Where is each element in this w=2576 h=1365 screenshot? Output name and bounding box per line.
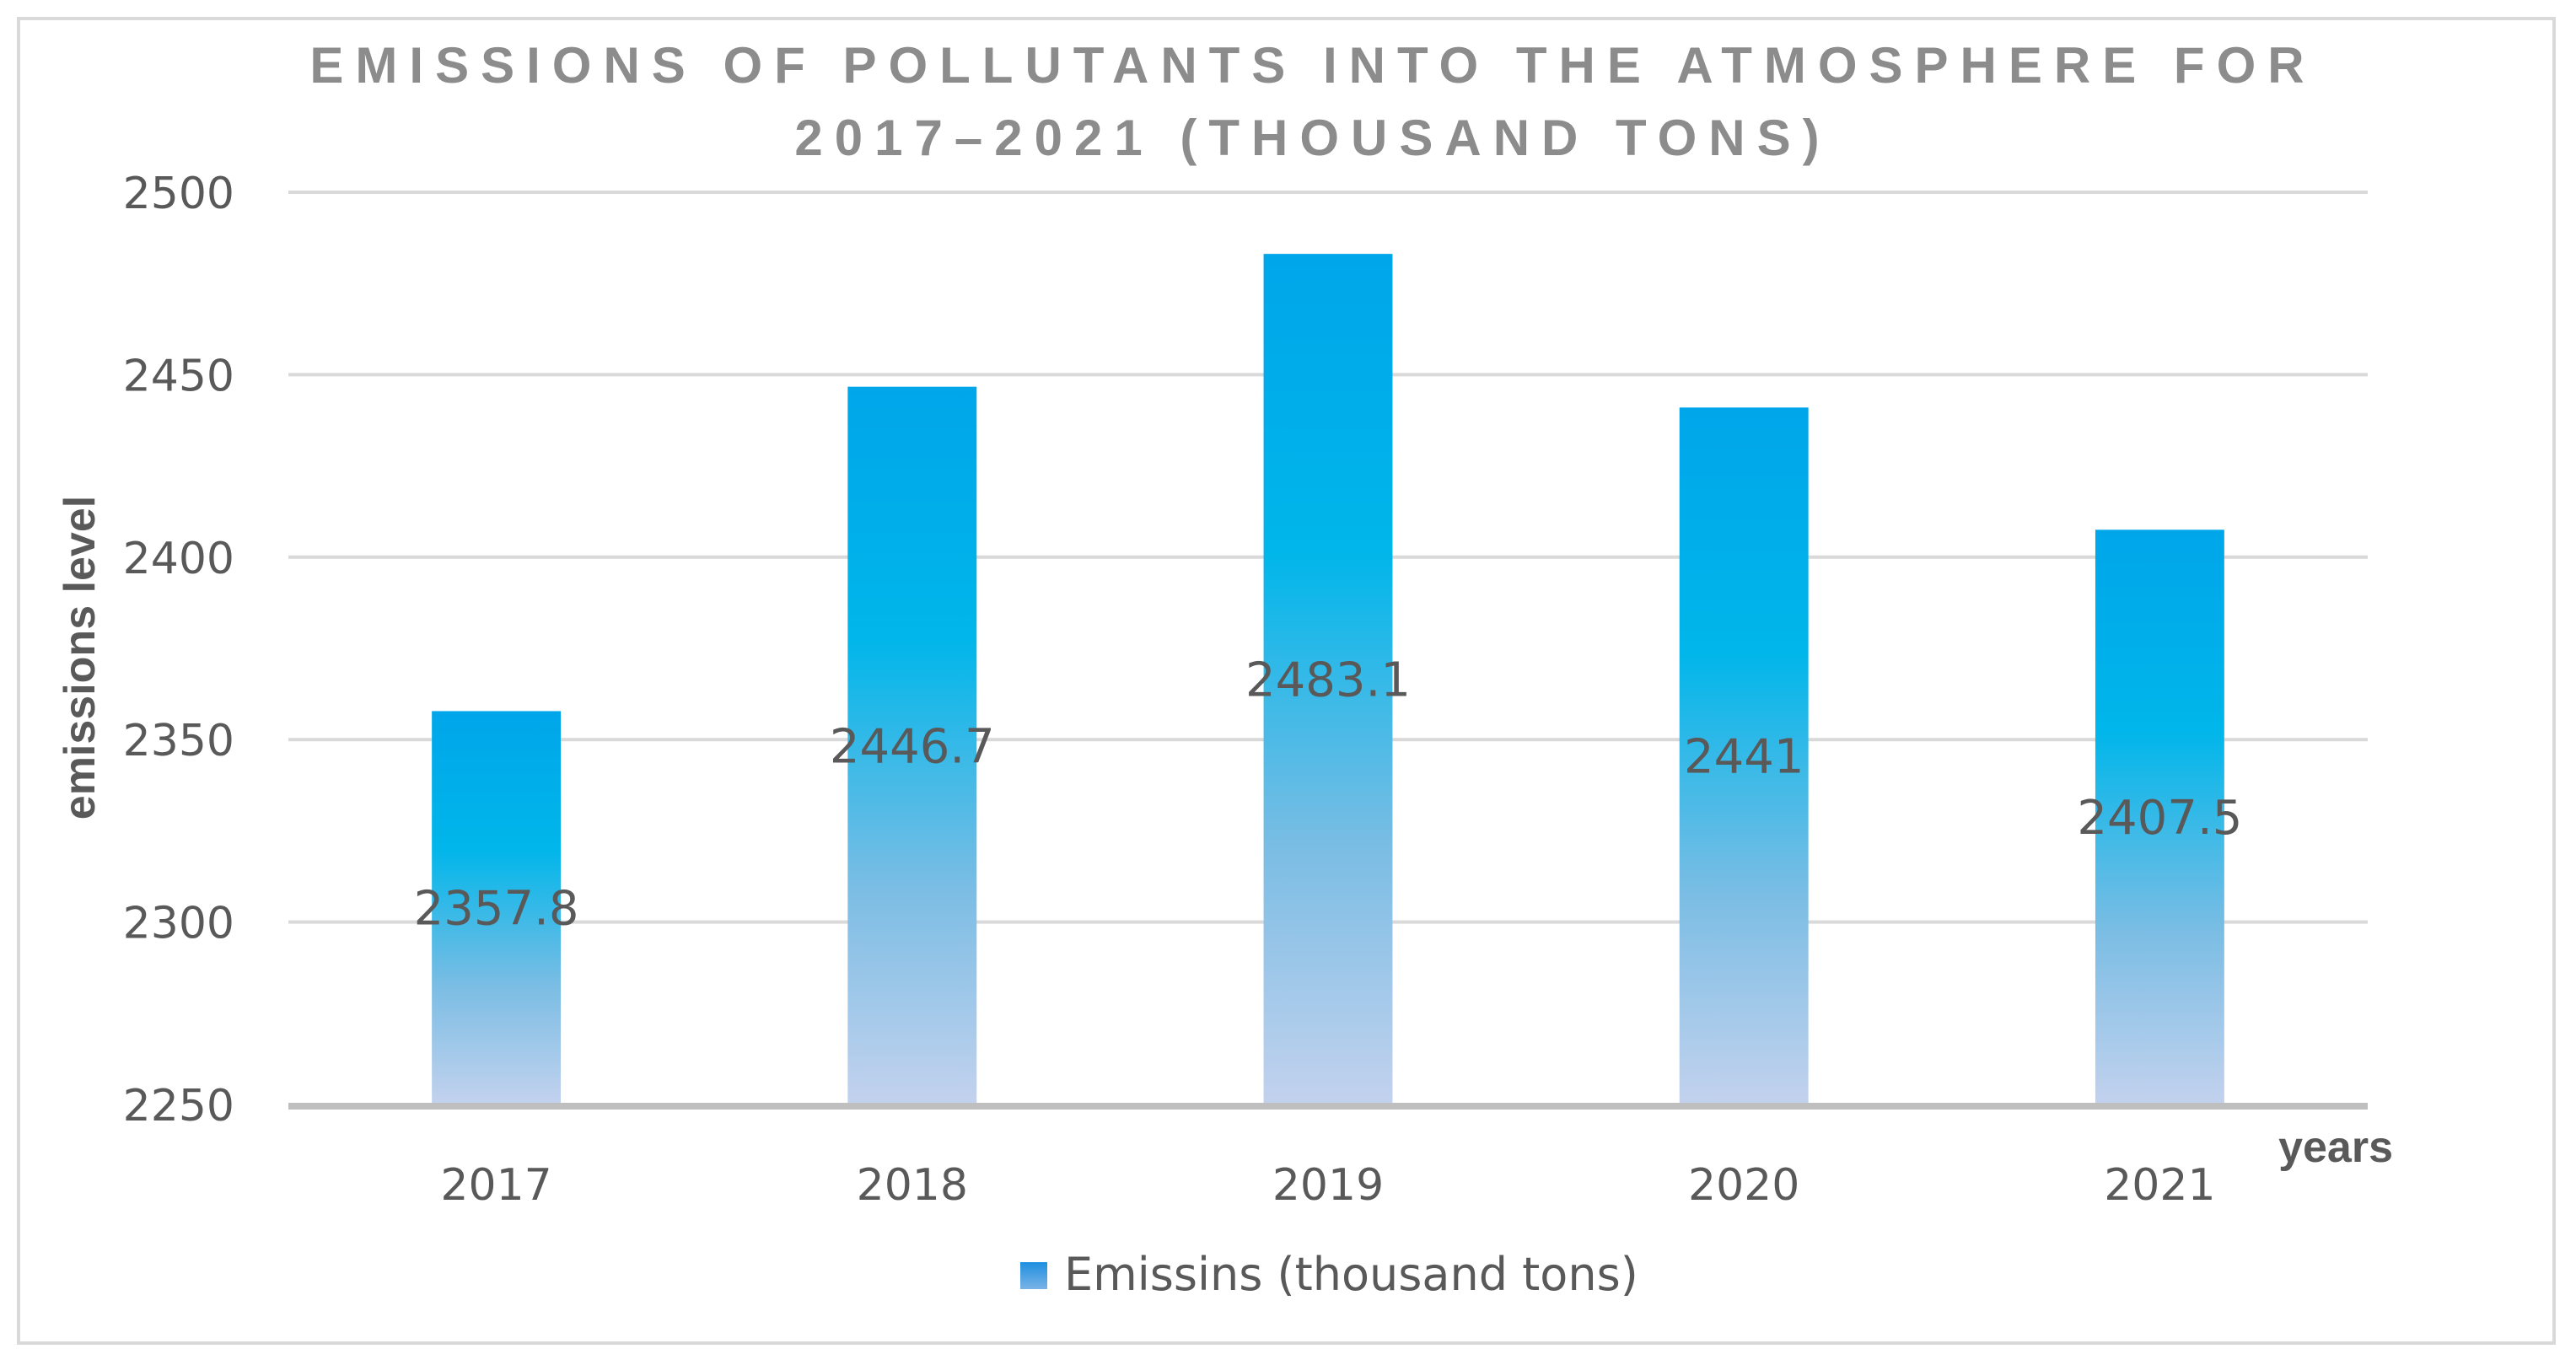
y-tick-label: 2350: [123, 716, 234, 766]
chart-title-line1: EMISSIONS OF POLLUTANTS INTO THE ATMOSPH…: [309, 37, 2315, 94]
bar: [847, 386, 977, 1105]
bar: [432, 711, 562, 1104]
y-tick-label: 2250: [123, 1081, 234, 1131]
y-tick-label: 2450: [123, 351, 234, 401]
data-label: 2483.1: [1245, 653, 1411, 708]
x-tick-label: 2017: [440, 1160, 551, 1211]
data-label: 2407.5: [2077, 791, 2242, 846]
y-axis-title: emissions level: [56, 496, 105, 820]
x-tick-label: 2019: [1272, 1160, 1384, 1211]
legend-label: Emissins (thousand tons): [1064, 1248, 1638, 1301]
chart-title-line2: 2017–2021 (THOUSAND TONS): [794, 110, 1831, 166]
x-tick-label: 2018: [857, 1160, 968, 1211]
x-axis-title: years: [2278, 1123, 2393, 1172]
data-label: 2446.7: [830, 719, 995, 774]
y-tick-label: 2400: [123, 534, 234, 584]
y-tick-labels: 2250 2300 2350 2400 2450 2500: [123, 169, 234, 1131]
y-tick-label: 2500: [123, 169, 234, 219]
data-label: 2357.8: [414, 882, 579, 937]
bar: [1263, 254, 1393, 1104]
x-tick-labels: 2017 2018 2019 2020 2021: [440, 1160, 2215, 1211]
x-tick-label: 2020: [1688, 1160, 1799, 1211]
legend: Emissins (thousand tons): [1020, 1248, 1638, 1301]
legend-swatch: [1020, 1262, 1047, 1289]
bars: [432, 254, 2224, 1105]
data-labels: 2357.8 2446.7 2483.1 2441 2407.5: [414, 653, 2243, 937]
y-tick-label: 2300: [123, 899, 234, 949]
bar: [2095, 529, 2224, 1104]
data-label: 2441: [1684, 730, 1804, 785]
x-tick-label: 2021: [2104, 1160, 2215, 1211]
bar: [1679, 407, 1809, 1104]
